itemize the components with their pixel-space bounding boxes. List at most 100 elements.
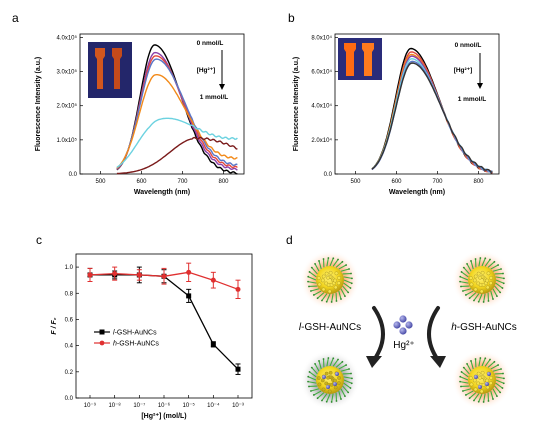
ligand-strand [460,376,469,381]
ligand-end [308,385,310,388]
y-tick-label: 0.4 [65,344,74,350]
gold-atom [324,371,329,376]
ligand-strand [487,261,495,268]
ligand-strand [473,293,480,301]
ligand-strand [310,288,320,292]
ligand-end [487,400,490,402]
ligand-end [325,400,328,403]
x-tick-label: 500 [95,179,106,185]
bound-hg-ion [322,375,326,379]
chart-c-xlabel: [Hg²⁺] (mol/L) [141,413,186,420]
ligand-strand [331,393,334,403]
gold-atom [468,376,473,380]
ligand-strand [478,257,481,267]
gold-atom [320,278,325,283]
ligand-strand [492,288,498,297]
spectrum-series-line [116,55,238,170]
ligand-end [327,357,330,359]
ligand-strand [338,290,342,300]
ligand-end [502,282,505,285]
ligand-strand [466,263,472,272]
ligand-end [308,285,310,288]
chart-b-vial-photo [338,38,382,80]
ligand-end [337,258,339,261]
ligand-strand [492,388,498,397]
ligand-end [459,375,462,378]
ligand-end [310,290,312,292]
ligand-end [345,364,348,366]
chart-a-annotation-top: 0 nmol/L [197,40,224,47]
ligand-strand [492,268,502,272]
ligand-strand [338,264,347,270]
ligand-end [345,264,348,266]
chart-b-annotation-bottom: 1 mmol/L [458,96,487,103]
ligand-end [340,398,342,400]
gold-atom [326,275,330,280]
ligand-strand [332,359,339,367]
chart-b-y-ticks: 0.0 2.0x10⁴ 4.0x10⁴ 6.0x10⁴ 8.0x10⁴ [311,34,338,178]
ligand-strand [343,276,353,279]
ligand-end [350,382,353,385]
ligand-end [466,262,468,265]
gold-atom [473,387,478,392]
ligand-strand [308,276,317,281]
nanocluster-bottom-right [452,350,512,410]
ligand-end [479,257,482,259]
y-tick-label: 4.0x10⁵ [56,34,77,41]
ligand-end [308,371,311,373]
ligand-strand [490,264,499,270]
ligand-strand [311,367,318,375]
ligand-end [503,277,505,280]
x-tick-label: 10⁻⁶ [158,402,171,409]
gold-atom [476,371,481,376]
ligand-end [348,268,350,270]
gold-atom [328,370,333,375]
chart-c-x-ticks: 10⁻⁹ 10⁻⁸ 10⁻⁷ 10⁻⁶ 10⁻⁵ 10⁻⁴ 10⁻³ [84,395,244,409]
ligand-end [307,280,309,283]
ligand-end [482,301,485,303]
ligand-strand [478,357,481,367]
ligand-end [316,397,319,400]
panel-label-b: b [288,11,295,25]
gold-atom [320,378,325,383]
gold-atom [488,381,493,385]
series-line [90,274,239,370]
ligand-end [347,291,350,294]
ligand-strand [343,379,352,384]
ligand-end [347,391,350,394]
ligand-strand [483,293,486,303]
ligand-end [500,268,502,270]
ligand-end [344,295,346,298]
ligand-end [314,262,316,265]
ligand-end [351,277,353,280]
gold-atom [333,278,337,283]
ligand-end [337,358,339,361]
ligand-end [487,300,490,302]
chart-c: 0.00.20.40.60.81.0 10⁻⁹ 10⁻⁸ 10⁻⁷ 10⁻⁶ 10⁻⁵ 1… [51,253,253,420]
ligand-end [462,266,465,269]
ligand-strand [342,285,349,293]
ligand-end [460,371,463,373]
x-tick-label: 800 [218,179,229,185]
ligand-end [460,385,462,388]
ligand-strand [318,360,322,370]
chart-a-arrow-head [219,84,225,90]
ligand-end [499,291,502,294]
ligand-end [460,271,463,273]
ligand-end [466,362,468,365]
ligand-end [497,264,500,266]
chart-a-ylabel: Fluorescence Intensity (a.u.) [35,57,42,152]
gold-atom [328,270,333,275]
x-tick-label: 10⁻³ [232,403,244,409]
ligand-strand [309,371,317,378]
y-tick-label: 3.0x10⁵ [56,69,77,76]
gold-atom [472,378,477,383]
ligand-end [492,298,494,300]
ligand-end [501,287,504,289]
x-tick-label: 700 [177,179,188,185]
spectrum-series-line [371,60,493,173]
ligand-strand [494,285,501,293]
ligand-strand [326,393,331,402]
label-h-gsh-aunc: h-GSH-AuNCs [451,322,517,333]
gold-atom [336,381,341,385]
